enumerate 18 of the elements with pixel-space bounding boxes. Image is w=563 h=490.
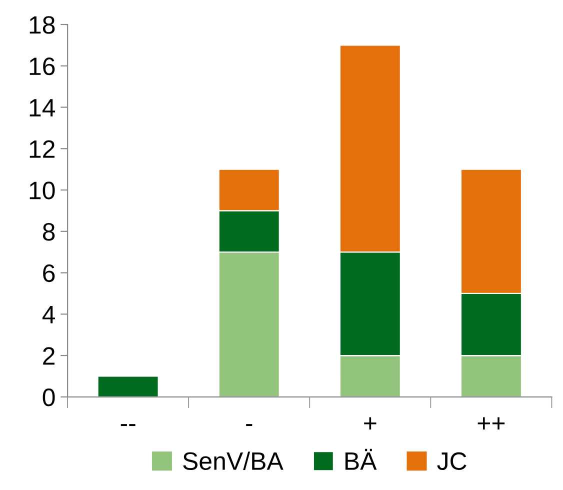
x-tick-label: -- <box>120 424 136 426</box>
x-tick-label: - <box>246 424 252 426</box>
legend-label: JC <box>437 452 466 470</box>
y-tick-label: 14 <box>30 99 56 116</box>
x-tick-label: ++ <box>478 417 505 430</box>
y-tick-label: 8 <box>42 222 55 241</box>
y-tick-label: 0 <box>42 388 55 406</box>
x-tick-label: + <box>364 417 376 430</box>
y-tick-label: 10 <box>30 182 55 200</box>
y-tick-label: 4 <box>42 306 56 324</box>
y-tick-label: 6 <box>43 264 55 282</box>
y-tick-label: 2 <box>43 347 54 365</box>
bar <box>97 376 159 397</box>
y-tick-label: 18 <box>30 16 55 34</box>
y-tick-label: 12 <box>30 140 54 158</box>
legend-label: SenV/BA <box>183 452 284 470</box>
y-tick-label: 16 <box>30 57 55 76</box>
legend-label: BÄ <box>345 448 377 470</box>
